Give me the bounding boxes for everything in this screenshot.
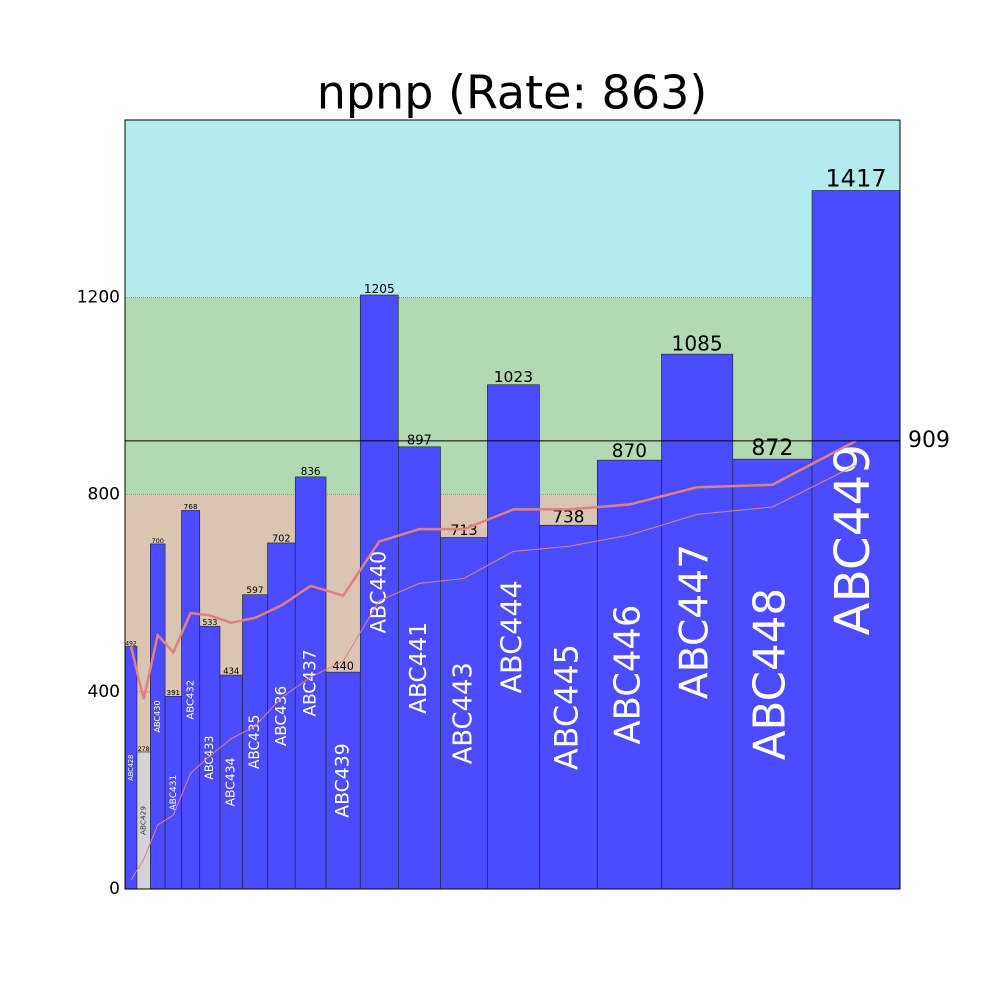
category-label: ABC448 [745, 588, 795, 760]
category-label: ABC447 [673, 544, 718, 699]
value-label: 597 [246, 586, 263, 596]
chart-title: npnp (Rate: 863) [317, 66, 708, 120]
value-label: 836 [301, 466, 321, 478]
value-label: 872 [751, 436, 793, 461]
bar [732, 458, 813, 890]
category-label: ABC435 [247, 715, 263, 769]
category-label: ABC430 [152, 700, 162, 732]
category-label: ABC446 [607, 605, 648, 745]
bar [811, 190, 901, 890]
bar [596, 459, 662, 890]
value-label: 700 [151, 537, 163, 545]
y-tick-label: 800 [88, 485, 120, 505]
category-label: ABC441 [405, 622, 432, 714]
bar [487, 384, 540, 890]
category-label: ABC428 [127, 755, 135, 781]
y-tick-label: 1200 [77, 287, 120, 307]
category-label: ABC429 [139, 806, 148, 835]
bar [539, 524, 598, 890]
category-label: ABC436 [272, 686, 290, 746]
plot-frame [124, 119, 901, 890]
category-label: ABC444 [494, 580, 528, 693]
category-label: ABC433 [203, 736, 216, 780]
y-tick-label: 0 [109, 879, 120, 899]
category-label: ABC449 [825, 444, 881, 636]
category-label: ABC434 [224, 757, 238, 806]
category-label: ABC445 [548, 644, 585, 770]
category-label: ABC443 [448, 662, 478, 764]
value-label: 738 [552, 507, 584, 527]
value-label: 434 [223, 666, 239, 676]
value-label: 1023 [494, 368, 533, 386]
value-label: 870 [612, 441, 647, 462]
category-label: ABC440 [366, 551, 390, 634]
value-label: 533 [202, 618, 217, 627]
bar [359, 294, 399, 890]
value-label: 1205 [364, 282, 395, 296]
value-label: 278 [138, 746, 150, 753]
category-label: ABC437 [300, 649, 320, 716]
background-band [125, 120, 900, 298]
category-label: ABC431 [169, 775, 179, 811]
value-label: 702 [272, 534, 290, 545]
bar [397, 446, 441, 890]
category-label: ABC439 [333, 743, 354, 818]
bar [661, 353, 734, 890]
value-label: 1085 [672, 332, 723, 356]
trend-line [130, 464, 857, 881]
y-tick-label: 400 [88, 682, 120, 702]
bar [440, 537, 488, 890]
value-label: 768 [184, 502, 198, 511]
value-label: 440 [332, 660, 353, 673]
trend-line [129, 439, 857, 700]
value-label: 492 [125, 641, 136, 647]
value-label: 391 [167, 689, 180, 697]
reference-label: 909 [908, 428, 950, 453]
category-label: ABC432 [186, 680, 197, 720]
value-label: 1417 [825, 165, 886, 193]
